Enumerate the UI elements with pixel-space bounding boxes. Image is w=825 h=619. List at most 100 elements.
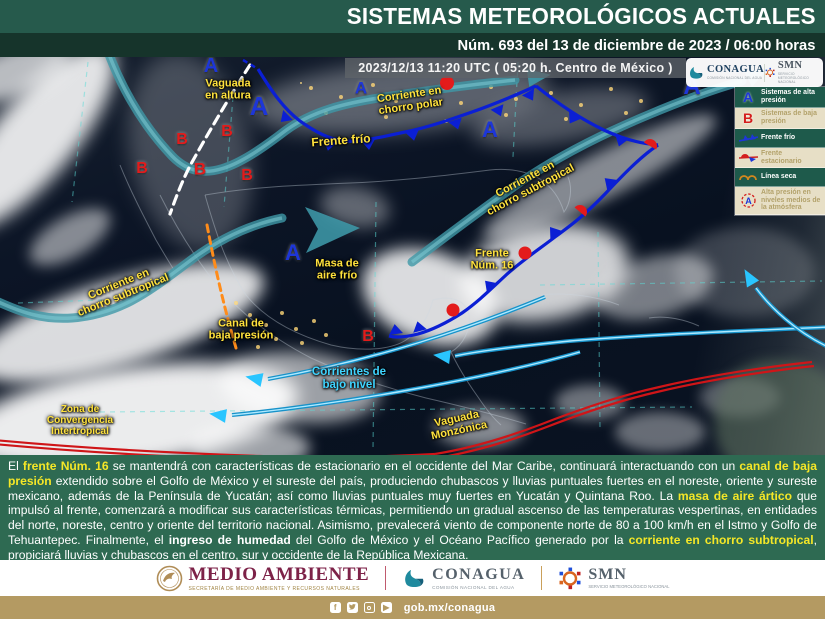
mid-level-high-icon: A <box>738 192 758 209</box>
front-low-marker <box>446 303 460 317</box>
conagua-subtitle: COMISIÓN NACIONAL DEL AGUA <box>432 584 515 590</box>
high-pressure-a-icon: A <box>742 89 754 105</box>
bulletin-segment: El <box>8 459 23 473</box>
instagram-lens <box>367 605 372 610</box>
semarnat-eagle-icon <box>156 565 182 591</box>
stationary-front-line <box>388 139 659 339</box>
bulletin-segment: del Golfo de México y el Océano Pacífico… <box>290 532 629 547</box>
legend-item-dry-line: Línea seca <box>735 168 825 188</box>
legend-item-stationary-front: Frente estacionario <box>735 148 825 169</box>
cold-front-line <box>242 58 659 151</box>
bulletin-highlight: frente Núm. 16 <box>22 459 109 473</box>
bulletin-text: El frente Núm. 16 se mantendrá con carac… <box>0 455 825 562</box>
footer-bar: MEDIO AMBIENTE SECRETARÍA DE MEDIO AMBIE… <box>0 560 825 596</box>
smn-gear-icon <box>765 67 775 78</box>
timestamp-overlay: 2023/12/13 11:20 UTC ( 05:20 h. Centro d… <box>345 58 686 78</box>
low-pressure-marker: B <box>362 328 374 345</box>
legend-item-mid-level-high: A Alta presión en niveles medios de la at… <box>735 187 825 215</box>
monsoon-trough-line <box>434 360 815 455</box>
bulletin-highlight: canal de baja presión <box>8 459 817 488</box>
youtube-icon[interactable]: ▶ <box>380 602 392 613</box>
legend-label: Alta presión en niveles medios de la atm… <box>761 189 821 212</box>
conagua-wordmark: CONAGUA <box>707 64 765 76</box>
social-bar: f ▶ gob.mx/conagua <box>0 596 825 619</box>
legend-label: Sistemas de baja presión <box>761 110 817 125</box>
subtropical-jet-stream-east <box>407 69 767 267</box>
city-lights <box>235 302 237 304</box>
twitter-icon[interactable] <box>346 602 358 613</box>
low-pressure-b-icon: B <box>742 110 754 126</box>
legend-item-high-pressure-a: A Sistemas de alta presión <box>735 87 825 108</box>
map-label-corrientes-bajo-nivel: Corrientes de bajo nivel <box>311 366 387 391</box>
footer-divider <box>385 566 387 590</box>
bulletin-segment: , propiciará lluvias y chubascos en el c… <box>8 532 817 562</box>
low-pressure-marker: B <box>176 131 188 148</box>
bulletin-segment: se mantendrá con características de esta… <box>108 459 740 473</box>
conagua-wave-icon <box>690 67 703 79</box>
map-label-zona-convergencia-intertropical: Zona de Convergencia Intertropical <box>46 404 114 438</box>
medio-ambiente-wordmark: MEDIO AMBIENTE <box>188 563 370 585</box>
legend-label: Sistemas de alta presión <box>761 89 816 104</box>
cold-air-mass-arrowhead <box>305 207 360 253</box>
high-pressure-marker: A <box>354 78 368 98</box>
legend-label: Frente estacionario <box>761 150 802 165</box>
itcz-line <box>0 439 436 455</box>
stationary-front-icon <box>738 152 758 163</box>
map-label-canal-baja-presion: Canal de baja presión <box>208 317 274 342</box>
low-pressure-marker: B <box>136 160 148 177</box>
page-title: SISTEMAS METEOROLÓGICOS ACTUALES <box>346 3 816 29</box>
legend-item-low-pressure-b: B Sistemas de baja presión <box>735 108 825 129</box>
footer-conagua-logo: CONAGUA COMISIÓN NACIONAL DEL AGUA <box>402 565 526 590</box>
weather-features-overlay <box>0 57 825 455</box>
instagram-icon[interactable] <box>363 602 375 613</box>
cold-front-icon <box>738 133 758 144</box>
smn-subtitle: SERVICIO METEOROLÓGICO NACIONAL <box>588 583 670 589</box>
low-pressure-marker: B <box>241 167 253 184</box>
bulletin-highlight: corriente en chorro subtropical <box>628 532 814 547</box>
footer-smn-logo: SMN SERVICIO METEOROLÓGICO NACIONAL <box>558 565 670 590</box>
bulletin-highlight: masa de aire ártico <box>677 488 792 503</box>
graticule <box>17 61 823 451</box>
low-pressure-marker: B <box>221 123 233 140</box>
bulletin-segment: que impulsó al frente, comenzará a modif… <box>8 488 818 547</box>
subheader-bar: Núm. 693 del 13 de diciembre de 2023 / 0… <box>0 33 825 57</box>
map-label-masa-de-aire-frio: Masa de aire frío <box>315 257 359 282</box>
conagua-tagline: COMISIÓN NACIONAL DEL AGUA <box>707 75 763 80</box>
bulletin-highlight: ingreso de humedad <box>168 532 291 547</box>
high-pressure-marker: A <box>482 117 498 142</box>
agency-logo-box: CONAGUA COMISIÓN NACIONAL DEL AGUA SMN S… <box>686 58 823 87</box>
front-low-marker <box>518 246 532 260</box>
map-legend: A Sistemas de alta presión B Sistemas de ba… <box>735 87 825 215</box>
smn-gear-icon <box>559 567 581 589</box>
smn-wordmark: SMN <box>588 565 627 583</box>
conagua-logo: CONAGUA COMISIÓN NACIONAL DEL AGUA <box>688 65 764 80</box>
smn-wordmark: SMN <box>777 60 803 72</box>
high-pressure-marker: A <box>249 91 269 121</box>
city-lights <box>300 82 302 84</box>
low-pressure-channel-line <box>205 223 238 350</box>
header-bar: SISTEMAS METEOROLÓGICOS ACTUALES <box>0 0 825 33</box>
logo-divider <box>764 63 765 82</box>
conagua-wave-icon <box>405 569 424 588</box>
bulletin-number: Núm. 693 del 13 de diciembre de 2023 / 0… <box>457 36 816 54</box>
low-level-current-arrows <box>209 269 825 423</box>
legend-label: Línea seca <box>761 173 797 181</box>
medio-ambiente-logo: MEDIO AMBIENTE SECRETARÍA DE MEDIO AMBIE… <box>156 565 370 592</box>
smn-logo: SMN SERVICIO METEOROLÓGICO NACIONAL <box>765 61 821 84</box>
map-label-vaguada-en-altura: Vaguada en altura <box>205 77 251 102</box>
conagua-wordmark: CONAGUA <box>432 565 526 583</box>
website-url[interactable]: gob.mx/conagua <box>403 601 496 614</box>
facebook-icon[interactable]: f <box>329 602 341 613</box>
smn-tagline: SERVICIO METEOROLÓGICO NACIONAL <box>777 71 809 84</box>
satellite-map: AAAAAABBBBBB Vaguada en alturaCorriente … <box>0 57 825 455</box>
legend-item-cold-front: Frente frío <box>735 129 825 148</box>
front-low-marker <box>440 76 454 90</box>
high-pressure-marker: A <box>285 240 301 265</box>
map-label-frente-num-16: Frente Núm. 16 <box>470 247 514 272</box>
svg-text:A: A <box>745 196 752 206</box>
medio-ambiente-subtitle: SECRETARÍA DE MEDIO AMBIENTE Y RECURSOS … <box>188 585 360 592</box>
high-pressure-marker: A <box>203 57 219 77</box>
bulletin-segment: extendido sobre el Golfo de México y el … <box>8 473 817 503</box>
low-pressure-marker: B <box>193 159 207 179</box>
